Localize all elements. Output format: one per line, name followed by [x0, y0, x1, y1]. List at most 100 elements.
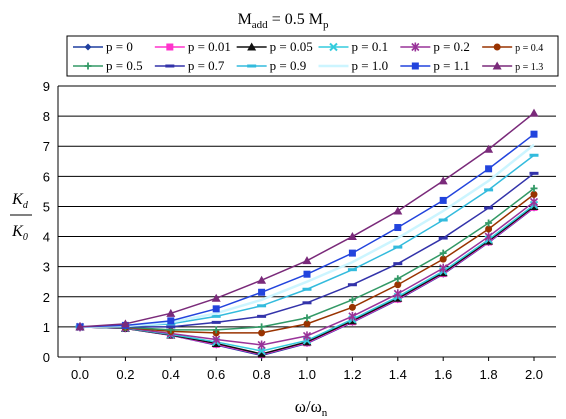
ylabel-num-sub: d [23, 200, 29, 211]
legend: p = 0 p = 0.01 p = 0.05 p = 0.1 p = 0.2 p = 0… [66, 35, 559, 77]
data-point [211, 293, 221, 302]
data-point [529, 108, 539, 117]
data-point [347, 283, 357, 287]
data-point [439, 249, 447, 257]
data-point [348, 296, 356, 304]
data-point [411, 42, 420, 52]
data-point [212, 335, 221, 345]
legend-item: p = 0.9 [236, 58, 307, 73]
data-point [530, 190, 538, 198]
data-point [247, 42, 257, 51]
data-point [167, 317, 175, 325]
data-point [303, 314, 311, 322]
data-point [439, 255, 447, 263]
data-point [393, 289, 402, 299]
series-line [79, 133, 535, 328]
data-point [75, 322, 85, 331]
y-tick-label: 0 [43, 350, 50, 365]
title-main: M [238, 11, 252, 28]
x-tick-label: 2.0 [525, 367, 543, 382]
x-tick-label: 1.8 [480, 367, 498, 382]
data-point [530, 184, 538, 192]
legend-label: p = 0.4 [515, 43, 543, 54]
data-point [394, 224, 402, 232]
data-point [529, 171, 539, 175]
data-point [348, 311, 357, 321]
data-point [485, 165, 493, 173]
data-point [394, 275, 402, 283]
xlabel-main: ω/ω [295, 397, 322, 416]
x-tick-labels: 0.0 0.2 0.4 0.6 0.8 1.0 1.2 1.4 1.6 1.8 2.0 [71, 367, 543, 382]
gridlines [58, 85, 556, 328]
ylabel-den-sub: 0 [23, 232, 28, 243]
title-sub2: p [323, 19, 329, 31]
data-point [84, 43, 92, 51]
data-point [166, 325, 176, 329]
ylabel-num-main: K [11, 191, 24, 208]
data-point [347, 232, 357, 241]
legend-item: p = 1.1 [400, 58, 470, 73]
y-tick-label: 6 [43, 169, 50, 184]
data-point [348, 303, 356, 311]
data-point [302, 256, 312, 265]
data-point [257, 275, 267, 284]
data-point [492, 61, 502, 70]
y-tick-label: 4 [43, 230, 50, 245]
x-axis-label: ω/ωn [295, 397, 328, 419]
svg-text:K0: K0 [11, 223, 28, 243]
data-point [257, 304, 267, 308]
data-point [120, 319, 130, 328]
data-point [348, 249, 356, 257]
legend-item: p = 1.0 [318, 58, 388, 73]
data-point [493, 43, 501, 51]
xlabel-sub: n [322, 407, 328, 419]
data-point [302, 301, 312, 305]
y-tick-label: 2 [43, 290, 50, 305]
data-point [438, 176, 448, 185]
legend-label: p = 0.1 [352, 39, 389, 54]
data-point [257, 314, 267, 318]
data-point [529, 197, 539, 207]
y-tick-label: 1 [43, 320, 50, 335]
y-tick-label: 7 [43, 139, 50, 154]
legend-label: p = 1.3 [515, 62, 543, 73]
data-point [439, 196, 447, 204]
legend-label: p = 0.2 [433, 39, 470, 54]
series-line [79, 143, 535, 329]
data-point [485, 219, 493, 227]
x-tick-label: 1.4 [389, 367, 407, 382]
legend-item: p = 0.5 [73, 58, 143, 73]
data-point [484, 232, 493, 242]
x-tick-label: 0.4 [162, 367, 180, 382]
legend-item: p = 0.7 [154, 58, 225, 73]
y-tick-labels: 0 1 2 3 4 5 6 7 8 9 [43, 79, 50, 365]
data-point [258, 323, 266, 331]
legend-label: p = 0.9 [270, 58, 307, 73]
x-tick-label: 1.2 [343, 367, 361, 382]
legend-label: p = 0.5 [106, 58, 143, 73]
series-5 [76, 190, 538, 337]
legend-label: p = 0.05 [270, 39, 313, 54]
data-point [84, 62, 92, 70]
legend-item: p = 0.05 [236, 39, 313, 54]
data-point [393, 245, 403, 249]
data-point [302, 331, 312, 341]
y-axis-label: Kd K0 [10, 191, 32, 243]
legend-label: p = 0.01 [188, 39, 231, 54]
data-point [393, 206, 403, 215]
data-point [302, 287, 312, 291]
x-tick-label: 0.6 [207, 367, 225, 382]
data-point [257, 349, 267, 358]
data-point [211, 320, 221, 324]
x-tick-label: 1.6 [434, 367, 452, 382]
x-tick-label: 1.0 [298, 367, 316, 382]
data-series [75, 108, 539, 359]
data-point [303, 270, 311, 278]
data-point [438, 236, 448, 240]
data-point [394, 281, 402, 289]
title-sub: add [252, 19, 268, 31]
data-point [484, 188, 494, 192]
data-point [484, 144, 494, 153]
x-tick-label: 0.0 [71, 367, 89, 382]
data-point [393, 262, 403, 266]
